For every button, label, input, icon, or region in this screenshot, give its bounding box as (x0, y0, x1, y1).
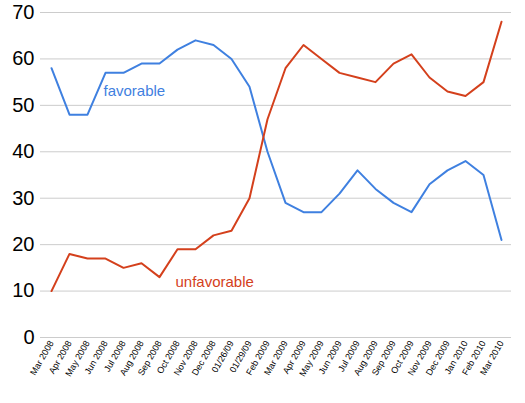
svg-text:Feb 2010: Feb 2010 (460, 338, 488, 377)
svg-text:May 2008: May 2008 (63, 338, 92, 379)
svg-text:30: 30 (12, 187, 34, 209)
svg-text:10: 10 (12, 279, 34, 301)
svg-text:Jun 2008: Jun 2008 (82, 338, 110, 376)
svg-text:70: 70 (12, 1, 34, 23)
svg-text:0: 0 (23, 326, 34, 348)
svg-text:Dec 2008: Dec 2008 (189, 338, 218, 378)
svg-text:Sep 2008: Sep 2008 (135, 338, 164, 378)
svg-text:01/26/09: 01/26/09 (209, 338, 236, 375)
svg-text:Oct 2008: Oct 2008 (154, 338, 182, 376)
svg-text:20: 20 (12, 233, 34, 255)
svg-text:Mar 2010: Mar 2010 (478, 339, 506, 377)
svg-text:favorable: favorable (104, 82, 166, 99)
svg-text:01/29/09: 01/29/09 (227, 338, 254, 375)
svg-text:unfavorable: unfavorable (176, 273, 254, 290)
svg-text:50: 50 (12, 94, 34, 116)
svg-text:Aug 2008: Aug 2008 (117, 338, 146, 378)
svg-text:Feb 2009: Feb 2009 (244, 338, 272, 377)
svg-text:Oct 2009: Oct 2009 (388, 338, 416, 376)
svg-text:Jun 2009: Jun 2009 (316, 338, 344, 376)
svg-text:Jan 2010: Jan 2010 (442, 338, 470, 376)
svg-text:Aug 2009: Aug 2009 (351, 338, 380, 378)
svg-text:Jul 2009: Jul 2009 (336, 338, 362, 374)
svg-text:Jul 2008: Jul 2008 (102, 338, 128, 374)
svg-text:Mar 2008: Mar 2008 (28, 338, 56, 377)
svg-text:Apr 2008: Apr 2008 (46, 338, 74, 376)
svg-text:40: 40 (12, 140, 34, 162)
svg-text:60: 60 (12, 47, 34, 69)
svg-text:Dec 2009: Dec 2009 (423, 338, 452, 378)
svg-text:Nov 2008: Nov 2008 (171, 338, 200, 378)
svg-text:Nov 2009: Nov 2009 (405, 338, 434, 378)
svg-text:May 2009: May 2009 (297, 338, 326, 379)
svg-text:Apr 2009: Apr 2009 (280, 338, 308, 376)
svg-text:Mar 2009: Mar 2009 (262, 338, 290, 377)
svg-text:Sep 2009: Sep 2009 (369, 338, 398, 378)
